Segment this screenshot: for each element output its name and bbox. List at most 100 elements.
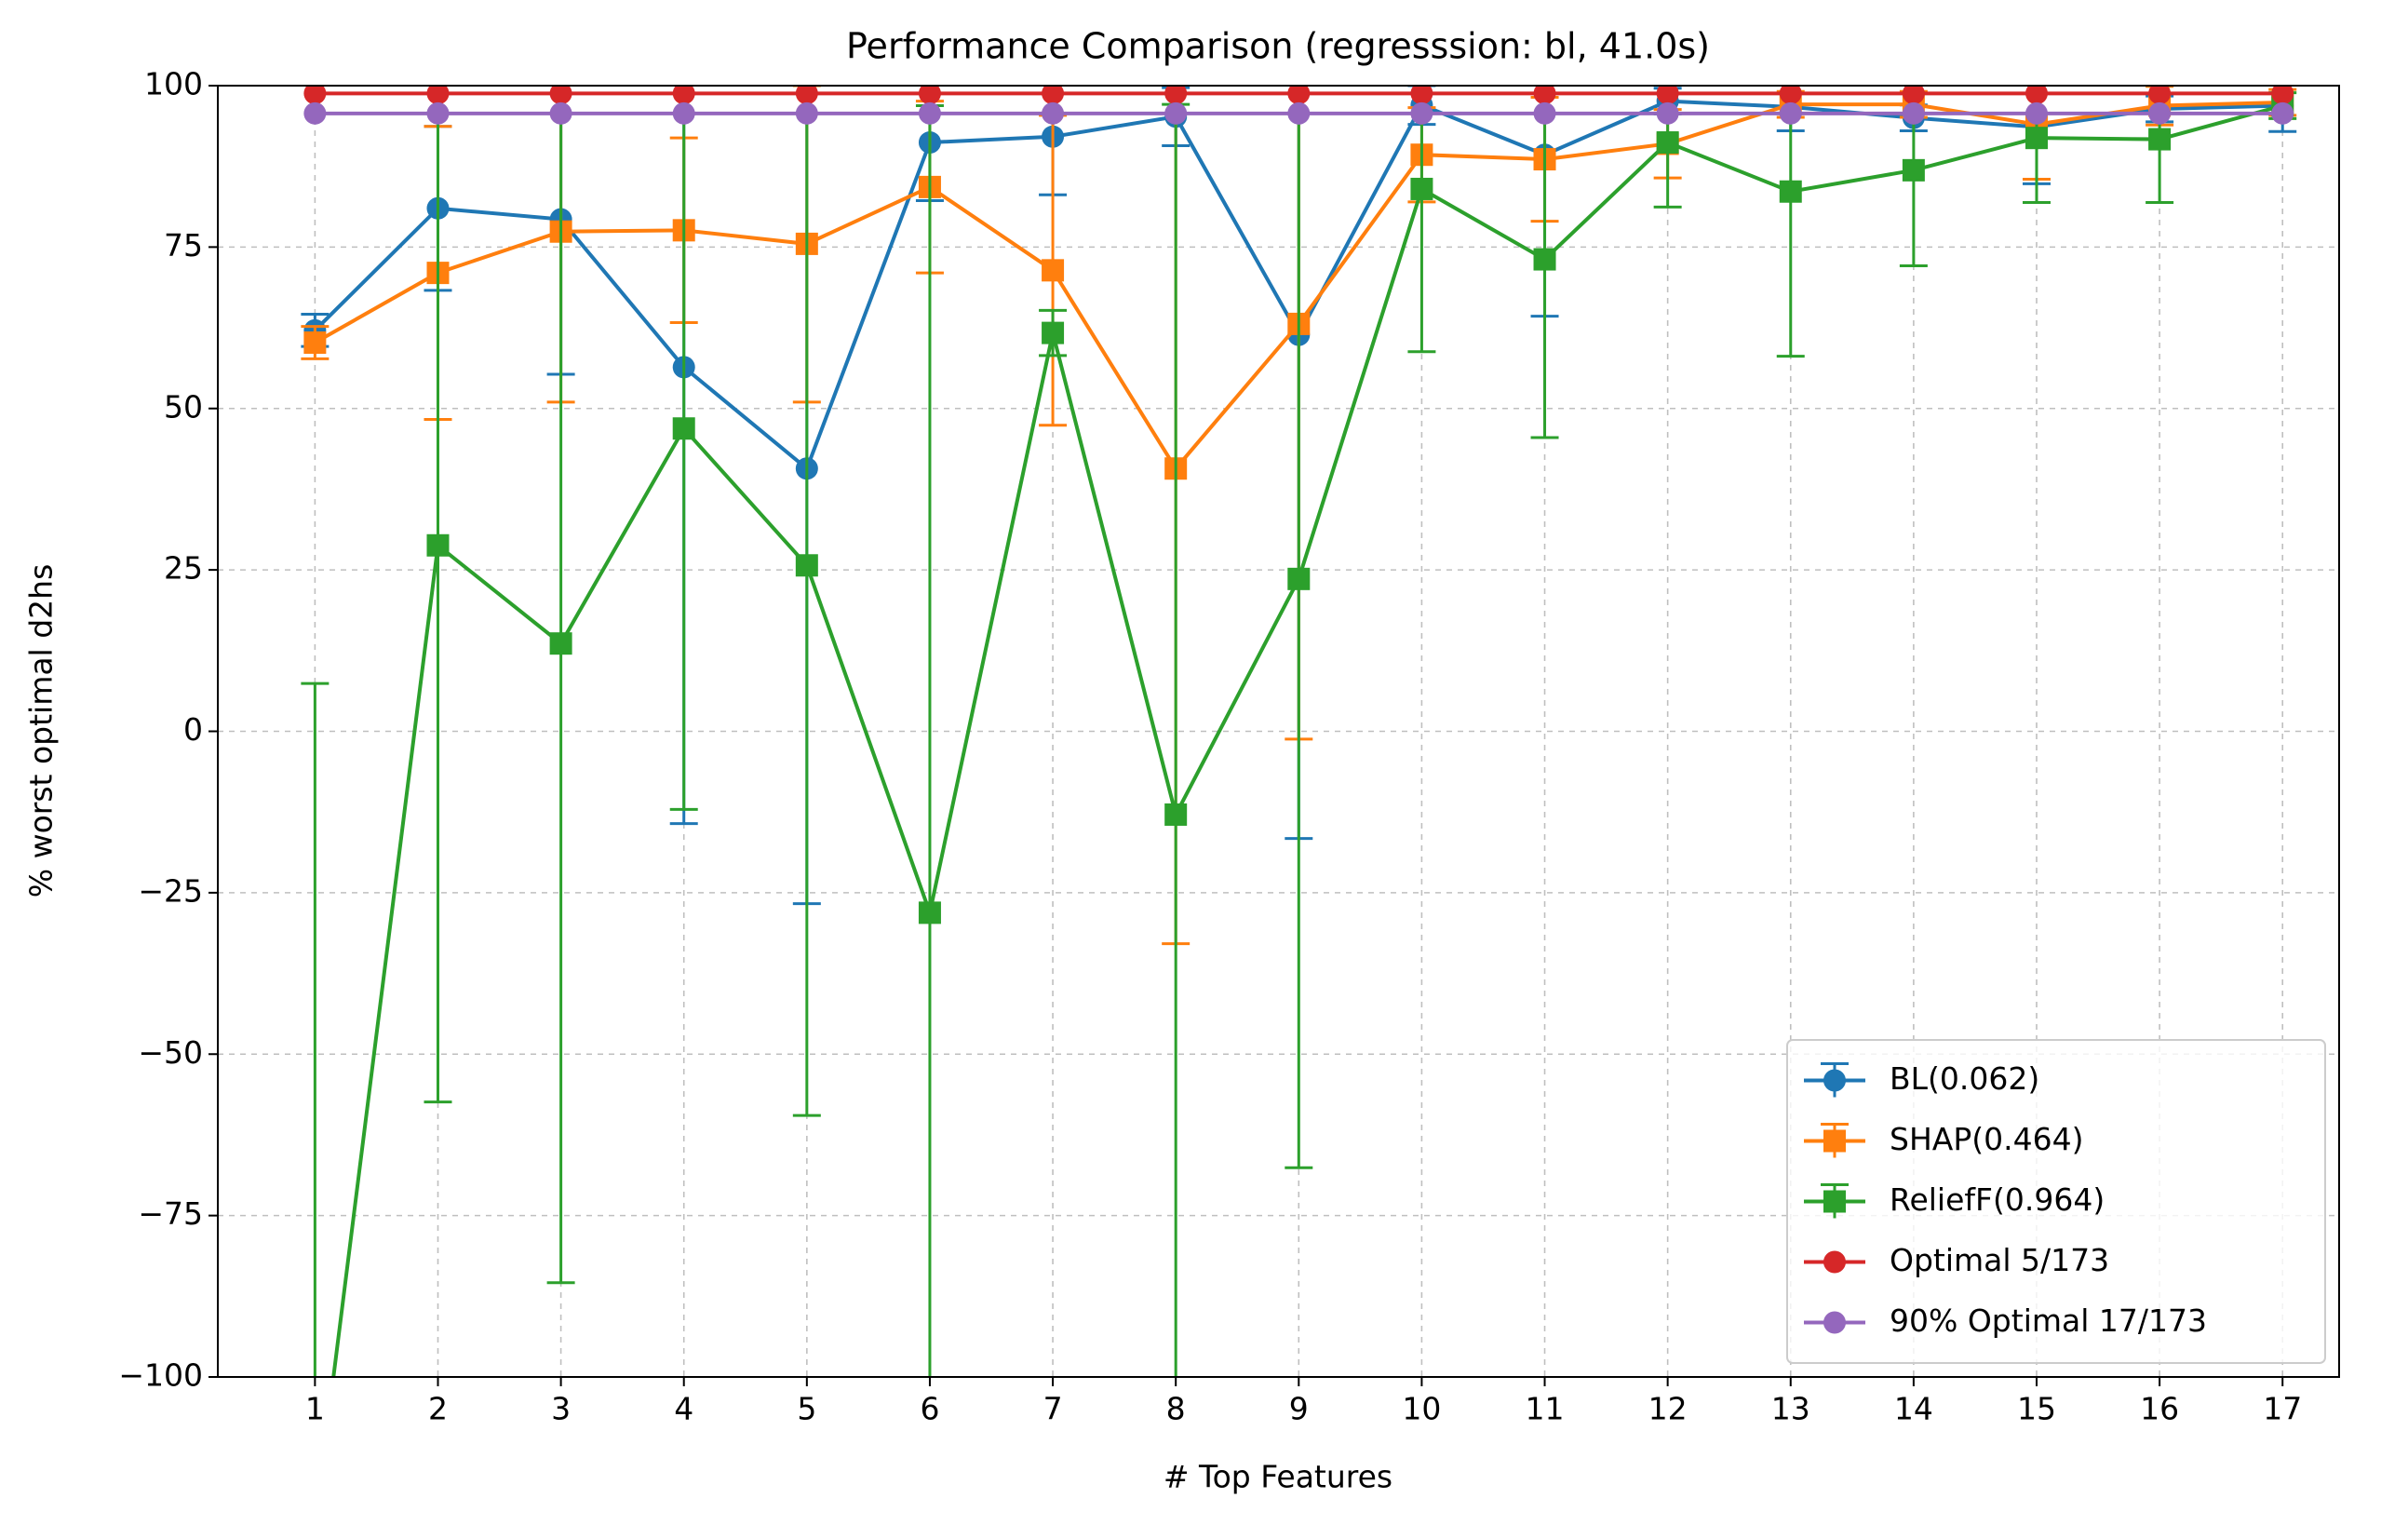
x-tick-label: 4 — [674, 1391, 693, 1427]
marker — [1042, 86, 1065, 105]
marker — [1164, 803, 1188, 826]
x-tick-label: 15 — [2017, 1391, 2056, 1427]
x-tick-label: 2 — [428, 1391, 448, 1427]
x-tick-label: 7 — [1043, 1391, 1063, 1427]
marker — [918, 86, 941, 105]
marker — [672, 101, 695, 125]
y-axis-label: % worst optimal d2hs — [23, 564, 60, 898]
marker — [549, 632, 572, 655]
marker — [1410, 177, 1433, 200]
marker — [795, 554, 818, 577]
y-tick-label: −100 — [118, 1357, 203, 1394]
marker — [1164, 86, 1188, 105]
x-tick-label: 5 — [797, 1391, 816, 1427]
legend-label: ReliefF(0.964) — [1890, 1181, 2105, 1218]
marker — [1902, 86, 1925, 105]
error-bar — [301, 682, 330, 1377]
x-axis-label: # Top Features — [1164, 1459, 1392, 1495]
marker — [1164, 101, 1188, 125]
marker — [2148, 128, 2172, 151]
legend: BL(0.062) SHAP(0.464) ReliefF(0.964) Optima… — [1786, 1039, 2326, 1364]
marker — [1902, 158, 1925, 182]
y-tick-label: −25 — [138, 872, 203, 909]
marker — [918, 901, 941, 924]
marker — [795, 86, 818, 105]
y-tick-label: 50 — [164, 388, 203, 425]
chart-title: Performance Comparison (regresssion: bl,… — [846, 26, 1710, 67]
x-tick-label: 14 — [1894, 1391, 1933, 1427]
legend-label: BL(0.062) — [1890, 1060, 2039, 1097]
marker — [303, 101, 327, 125]
x-tick-label: 13 — [1771, 1391, 1810, 1427]
x-tick-label: 12 — [1648, 1391, 1688, 1427]
y-tick-label: −75 — [138, 1195, 203, 1232]
marker — [1533, 248, 1556, 271]
x-tick-label: 17 — [2263, 1391, 2302, 1427]
legend-item: SHAP(0.464) — [1804, 1121, 2083, 1158]
marker — [1042, 321, 1065, 344]
x-tick-label: 8 — [1166, 1391, 1186, 1427]
legend-item: ReliefF(0.964) — [1804, 1181, 2105, 1219]
marker — [2025, 101, 2048, 125]
error-bar — [915, 103, 944, 1377]
marker — [303, 331, 327, 355]
marker — [303, 86, 327, 105]
marker — [1042, 259, 1065, 282]
marker — [1779, 86, 1802, 105]
marker — [2025, 86, 2048, 105]
legend-label: SHAP(0.464) — [1890, 1121, 2083, 1157]
marker — [1042, 101, 1065, 125]
legend-label: Optimal 5/173 — [1890, 1242, 2109, 1278]
marker — [426, 86, 450, 105]
legend-box — [1786, 1039, 2326, 1364]
marker — [1533, 101, 1556, 125]
marker — [1779, 101, 1802, 125]
y-tick-label: 100 — [144, 66, 203, 102]
marker — [672, 86, 695, 105]
y-tick-label: 25 — [164, 550, 203, 587]
x-tick-label: 6 — [920, 1391, 939, 1427]
marker — [549, 86, 572, 105]
marker — [1656, 131, 1679, 155]
marker — [1656, 86, 1679, 105]
plot-area — [301, 86, 2297, 1525]
x-tick-label: 16 — [2140, 1391, 2179, 1427]
marker — [1287, 86, 1311, 105]
legend-marker — [1823, 1069, 1846, 1092]
marker — [2148, 101, 2172, 125]
marker — [2271, 101, 2294, 125]
x-tick-label: 9 — [1289, 1391, 1309, 1427]
marker — [2025, 127, 2048, 150]
x-tick-label: 11 — [1526, 1391, 1565, 1427]
legend-marker — [1823, 1190, 1846, 1213]
legend-item: BL(0.062) — [1804, 1060, 2039, 1098]
marker — [1533, 86, 1556, 105]
marker — [303, 1513, 326, 1525]
marker — [1656, 101, 1679, 125]
legend-marker — [1823, 1250, 1846, 1274]
legend-marker — [1823, 1311, 1846, 1334]
y-tick-label: −50 — [138, 1034, 203, 1071]
marker — [672, 417, 695, 440]
legend-marker — [1823, 1129, 1846, 1153]
x-tick-label: 10 — [1402, 1391, 1441, 1427]
marker — [1779, 180, 1802, 203]
x-tick-label: 1 — [305, 1391, 325, 1427]
marker — [1410, 86, 1433, 105]
marker — [549, 101, 572, 125]
legend-label: 90% Optimal 17/173 — [1890, 1302, 2207, 1339]
y-tick-label: 0 — [183, 711, 203, 748]
marker — [2271, 86, 2294, 105]
x-tick-label: 3 — [551, 1391, 571, 1427]
legend-item: 90% Optimal 17/173 — [1804, 1302, 2207, 1339]
marker — [1410, 101, 1433, 125]
marker — [1287, 567, 1311, 590]
marker — [426, 533, 450, 557]
marker — [2148, 86, 2172, 105]
marker — [1287, 101, 1311, 125]
marker — [918, 101, 941, 125]
marker — [1902, 101, 1925, 125]
y-tick-label: 75 — [164, 227, 203, 263]
